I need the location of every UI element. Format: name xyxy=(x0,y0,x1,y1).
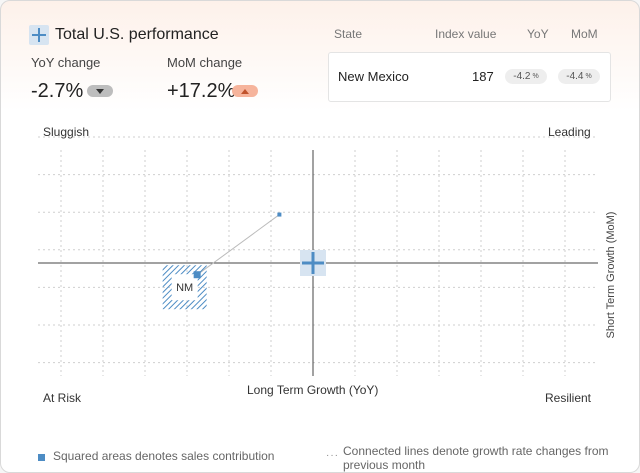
sales-contribution-legend-icon xyxy=(38,454,45,461)
title-row: Total U.S. performance xyxy=(29,25,219,45)
quadrant-label-at-risk: At Risk xyxy=(43,391,82,405)
center-marker-horizontal xyxy=(302,261,324,265)
state-marker-inner xyxy=(171,274,198,301)
percent-sign: % xyxy=(585,73,592,80)
mom-change-label: MoM change xyxy=(167,55,243,70)
plus-icon xyxy=(29,25,49,45)
legend-connected-lines-2: previous month xyxy=(343,458,426,472)
state-mom-value: -4.4 xyxy=(566,71,584,82)
growth-change-line xyxy=(196,214,280,276)
table-header-state: State xyxy=(334,27,363,41)
legend-connected-lines-1: Connected lines denote growth rate chang… xyxy=(343,444,609,458)
mom-change-value: +17.2% xyxy=(167,80,236,102)
x-axis-label: Long Term Growth (YoY) xyxy=(247,383,379,397)
yoy-change-label: YoY change xyxy=(31,55,101,70)
trend-down-icon xyxy=(87,85,113,97)
legend-squared-areas: Squared areas denotes sales contribution xyxy=(53,449,275,463)
trend-up-icon xyxy=(232,85,258,97)
state-mom-badge: -4.4% xyxy=(558,69,600,84)
state-name: New Mexico xyxy=(338,69,409,84)
state-row[interactable]: New Mexico 187 -4.2% -4.4% xyxy=(328,52,611,102)
state-yoy-value: -4.2 xyxy=(513,71,531,82)
table-header-yoy: YoY xyxy=(527,27,549,41)
connected-lines-legend-icon: ··· xyxy=(326,450,339,461)
state-marker-label: NM xyxy=(176,282,193,294)
table-header-index: Index value xyxy=(435,27,497,41)
table-header-mom: MoM xyxy=(571,27,598,41)
quadrant-label-sluggish: Sluggish xyxy=(43,125,90,139)
percent-sign: % xyxy=(532,73,539,80)
quadrant-label-resilient: Resilient xyxy=(545,391,592,405)
state-index-value: 187 xyxy=(472,69,494,84)
y-axis-label: Short Term Growth (MoM) xyxy=(605,211,617,339)
previous-month-point xyxy=(277,212,282,217)
quadrant-label-leading: Leading xyxy=(548,125,591,139)
current-month-point xyxy=(193,271,201,279)
page-title: Total U.S. performance xyxy=(55,26,219,43)
state-yoy-badge: -4.2% xyxy=(505,69,547,84)
yoy-change-value: -2.7% xyxy=(31,80,84,102)
